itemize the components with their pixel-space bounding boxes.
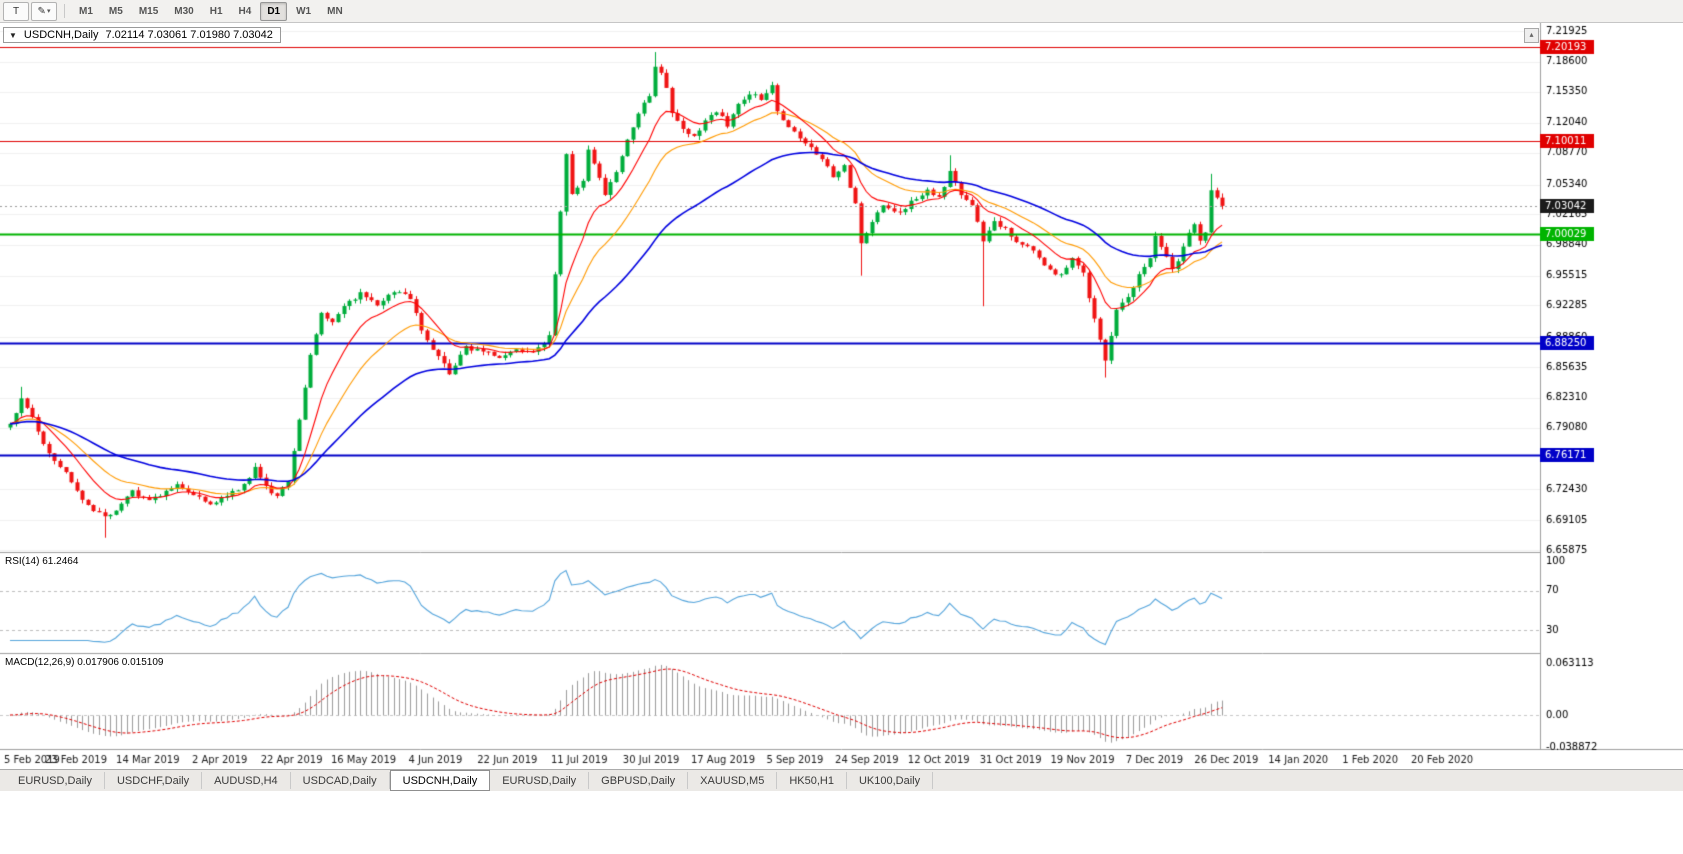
macd-label: MACD(12,26,9) 0.017906 0.015109 bbox=[5, 657, 164, 668]
empty-area bbox=[0, 791, 1683, 854]
pen-icon: ✎ bbox=[37, 5, 46, 17]
timeframe-button-m30[interactable]: M30 bbox=[174, 5, 194, 17]
tab-usdcnh-daily[interactable]: USDCNH,Daily bbox=[389, 770, 491, 791]
tab-gbpusd-daily[interactable]: GBPUSD,Daily bbox=[589, 772, 689, 789]
chart-tab-bar: EURUSD,Daily USDCHF,Daily AUDUSD,H4 USDCAD,… bbox=[0, 769, 1683, 791]
toolbar-separator bbox=[64, 4, 65, 18]
timeframe-button-d1[interactable]: D1 bbox=[260, 1, 288, 21]
top-toolbar: T ✎ ▾ M1 M5 M15 M30 H1 H4 D1 W1 MN bbox=[0, 0, 1683, 23]
chart-type-button[interactable]: T bbox=[3, 1, 29, 21]
tab-audusd-h4[interactable]: AUDUSD,H4 bbox=[202, 772, 291, 789]
tab-usdcad-daily[interactable]: USDCAD,Daily bbox=[291, 772, 390, 789]
price-axis[interactable] bbox=[1540, 23, 1683, 751]
tab-eurusd-daily[interactable]: EURUSD,Daily bbox=[6, 772, 105, 789]
timeframe-button-h4[interactable]: H4 bbox=[238, 5, 252, 17]
draw-tool-button[interactable]: ✎ ▾ bbox=[31, 1, 57, 21]
time-axis[interactable] bbox=[0, 751, 1540, 769]
timeframe-button-m5[interactable]: M5 bbox=[108, 5, 123, 17]
tab-usdchf-daily[interactable]: USDCHF,Daily bbox=[105, 772, 203, 789]
timeframe-group: M1 M5 M15 M30 H1 H4 D1 W1 MN bbox=[72, 1, 350, 21]
chart-title[interactable]: ▼ USDCNH,Daily 7.02114 7.03061 7.01980 7… bbox=[3, 27, 281, 43]
timeframe-button-w1[interactable]: W1 bbox=[296, 5, 312, 17]
timeframe-button-m15[interactable]: M15 bbox=[138, 5, 159, 17]
price-chart-canvas[interactable] bbox=[0, 23, 1683, 769]
chart-type-icon: T bbox=[12, 5, 20, 17]
chevron-down-icon: ▾ bbox=[46, 8, 51, 15]
collapse-arrow-icon[interactable]: ▼ bbox=[9, 30, 17, 40]
timeframe-button-h1[interactable]: H1 bbox=[209, 5, 223, 17]
tab-xauusd-m5[interactable]: XAUUSD,M5 bbox=[688, 772, 778, 789]
tab-uk100-daily[interactable]: UK100,Daily bbox=[847, 772, 934, 789]
tab-eurusd-daily[interactable]: EURUSD,Daily bbox=[490, 772, 590, 789]
timeframe-button-m1[interactable]: M1 bbox=[79, 5, 93, 17]
chart-window: ▼ USDCNH,Daily 7.02114 7.03061 7.01980 7… bbox=[0, 23, 1683, 769]
chart-symbol-label: USDCNH,Daily bbox=[23, 29, 99, 41]
chart-ohlc-label: 7.02114 7.03061 7.01980 7.03042 bbox=[105, 29, 273, 41]
timeframe-button-mn[interactable]: MN bbox=[327, 5, 343, 17]
scroll-up-button[interactable]: ▴ bbox=[1524, 28, 1539, 43]
rsi-label: RSI(14) 61.2464 bbox=[5, 556, 79, 567]
tab-hk50-h1[interactable]: HK50,H1 bbox=[777, 772, 847, 789]
